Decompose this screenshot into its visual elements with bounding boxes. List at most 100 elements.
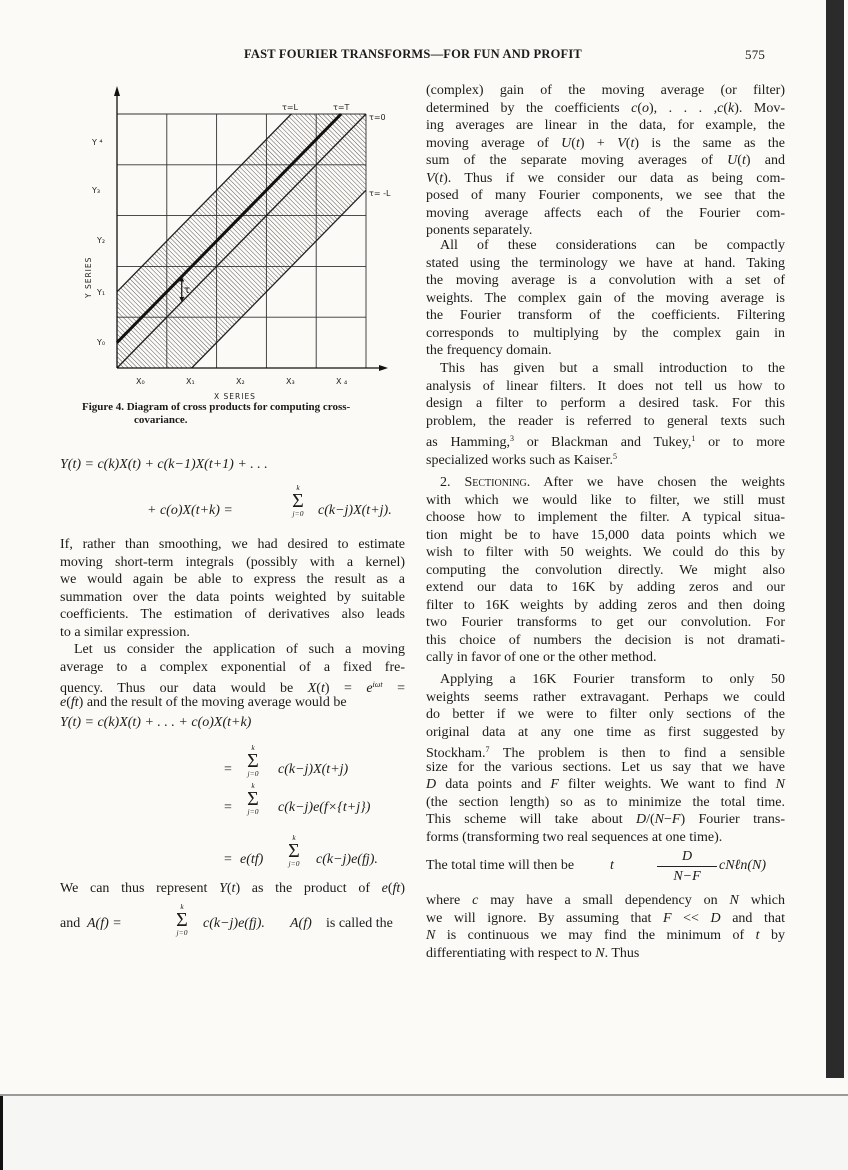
text-run: Y [219,881,227,896]
text-run: ( [387,881,393,896]
text-run: This scheme will take about [426,812,636,827]
y-label-2: Y₂ [96,236,105,245]
text-run: differentiating with respect to [426,945,596,961]
figure-4-diagram: Y ⁴ Y₃ Y₂ Y₁ Y₀ X₀ X₁ X₂ X₃ X ₄ Y SERIES… [84,86,391,401]
text-line: as Hamming,3 or Blackman and Tukey,1 or … [426,430,785,450]
right-paragraph-sectioning: 2. Sectioning. After we have chosen the … [426,474,785,667]
right-paragraph-5: Applying a 16K Fourier transform to only… [426,671,785,846]
y-label-3: Y₃ [91,186,100,195]
text-line: Applying a 16K Fourier transform to only… [440,672,785,687]
text-run: c [472,893,479,908]
text-run: e [381,881,388,896]
arrow-down-icon [179,296,185,302]
right-paragraph-3: This has given but a small introduction … [426,360,785,468]
x-label-2: X₂ [236,377,245,386]
text-run: ). Thus if we consider our data as being… [443,170,785,186]
text-line: the frequency domain. [426,343,552,358]
text-line: filter to 16K weights by adding zeros an… [426,597,785,613]
text-run: F [550,777,559,792]
text-line: Let us consider the application of such … [74,642,405,657]
equation-7-tail-var: A(f) [290,916,312,931]
text-run: is continuous we may find the minimum of [435,928,756,943]
text-run: ft [392,881,401,896]
text-line: the Fourier transform of the coefficient… [426,308,785,323]
text-run: << [671,910,711,926]
text-run: sum of the separate moving averages of [426,153,728,168]
line-tau-L [116,113,292,293]
text-run: which [738,893,786,908]
text-line: D data points and F filter weights. We w… [426,776,785,794]
text-run: V [426,170,435,186]
text-line: design a filter to perform a desired tas… [426,396,785,411]
x-label-3: X₃ [286,377,295,386]
text-run: o [641,100,649,116]
left-paragraph-2: Let us consider the application of such … [60,641,405,711]
text-run: 2. [440,475,465,490]
x-label-4: X ₄ [336,377,347,386]
left-paragraph-1: If, rather than smoothing, we had desire… [60,536,405,641]
y-label-4: Y ⁴ [91,138,103,147]
text-line: This scheme will take about D/(N−F) Four… [426,811,785,829]
text-run: ( [571,135,576,151]
text-line: size for the various sections. Let us sa… [426,759,785,775]
text-run: 3 [509,434,514,443]
text-run: N [775,777,786,792]
total-time-tail: cNℓn(N) [719,858,767,873]
text-line: two Fourier transforms to get our convol… [426,615,785,630]
x-label-0: X₀ [136,377,145,386]
equation-6-rhs: c(k−j)e(fj). [316,852,378,867]
text-run: 7 [485,745,490,754]
equation-1: Y(t) = c(k)X(t) + c(k−1)X(t+1) + . . . [60,457,268,472]
text-run: N [595,945,605,961]
text-line: wish to filter with 50 weights. We could… [426,545,785,560]
text-run: ) is the same as the [634,135,786,151]
text-run: ft [70,694,79,710]
text-run: as Hamming, [426,435,510,450]
equation-5-rhs: c(k−j)e(f×{t+j}) [278,800,371,815]
equation-2-rhs: c(k−j)X(t+j). [318,503,392,518]
text-line: moving average affects each of the Fouri… [426,205,785,221]
text-line: determined by the coefficients c(o), . .… [426,100,785,118]
text-line: specialized works such as Kaiser.5 [426,448,785,468]
text-line: moving short-term integrals (possibly wi… [60,554,405,570]
fraction-denominator: N−F [673,869,701,884]
text-line: ponents separately. [426,223,533,238]
text-run: ( [723,100,729,116]
text-line: with which we would like to filter, we s… [426,492,785,508]
text-run: X [307,681,317,696]
text-run: or Blackman and Tukey, [513,435,692,450]
equals-sign: = [224,762,232,777]
text-run: The problem is then to find a sensible [489,746,785,761]
text-line: summation over the data points weighted … [60,589,405,605]
text-line: computing the convolution directly. We m… [426,562,785,578]
text-run: Stockham. [426,746,486,761]
text-run: F [671,812,681,827]
equation-7-lhs: A(f) = [87,916,122,931]
equation-7-lead: and [60,916,81,931]
text-run: ) as the product of [235,881,382,896]
text-run: c [631,100,638,116]
text-line: N is continuous we may find the minimum … [426,927,785,945]
text-line: weights. The complex gain of the moving … [426,290,785,306]
text-run: ( [625,135,631,151]
text-run: k [728,100,735,116]
text-run: e [60,694,67,710]
text-line: ing averages are linear in the data, for… [426,118,785,133]
text-run: N [729,893,739,908]
text-run: ( [637,100,642,116]
scan-binding-shadow [826,0,844,1078]
text-run: ) = [324,681,367,696]
text-line: do better if we were to filter only sect… [426,707,785,722]
text-run: − [664,812,672,827]
text-run: ( [434,170,440,186]
text-run: t [630,135,635,151]
text-run: by [759,928,785,943]
text-line: cally in favor of one or the other metho… [426,650,657,665]
running-head: FAST FOURIER TRANSFORMS—FOR FUN AND PROF… [244,47,582,61]
text-line: problem, the reader is referred to gener… [426,413,785,429]
text-run: data points and [436,777,551,792]
label-tau-T: τ=T [333,103,350,112]
text-run: U [727,153,738,168]
text-run: iωt [372,680,383,689]
